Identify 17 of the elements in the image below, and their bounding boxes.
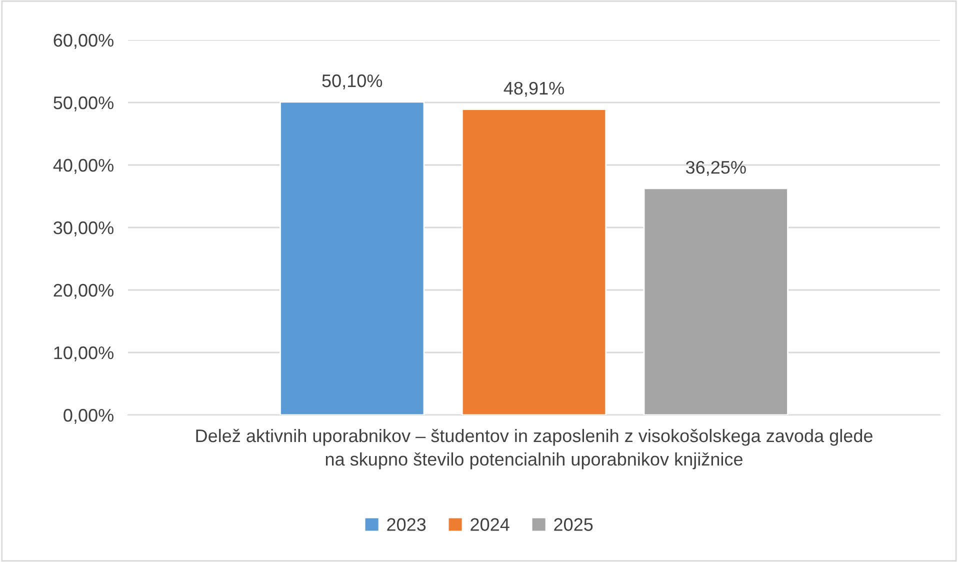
legend-label: 2023 (387, 518, 426, 531)
y-tick-label: 30,00% (54, 221, 114, 236)
data-label: 36,25% (686, 160, 746, 176)
bar (643, 188, 788, 415)
x-tick-label: Delež aktivnih uporabnikov – študentov in zaposlenih z visokošolskega zavoda glede na skupno število potencialnih uporabnikov knjižnice (196, 428, 872, 470)
y-tick-label: 40,00% (53, 158, 114, 174)
y-tick-label: 60,00% (54, 34, 114, 49)
legend-label: 2024 (470, 518, 510, 531)
bar (461, 108, 607, 415)
y-tick-label: 20,00% (54, 284, 114, 299)
bar (280, 101, 425, 415)
y-tick-label: 0,00% (64, 408, 114, 424)
data-label: 48,91% (504, 82, 564, 97)
y-tick-label: 50,00% (54, 96, 114, 112)
y-tick-label: 10,00% (54, 346, 114, 362)
data-label: 50,10% (322, 74, 382, 90)
legend-label: 2025 (554, 518, 593, 531)
